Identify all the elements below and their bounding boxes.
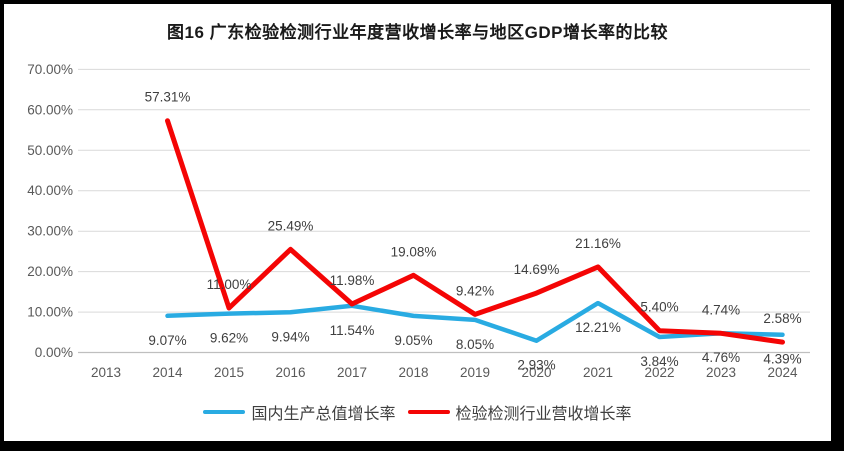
data-label-industry: 2.58% [763,311,801,326]
legend-swatch-gdp [203,409,246,415]
x-axis-year-label: 2021 [583,365,613,380]
data-label-industry: 5.40% [640,300,678,315]
data-label-gdp: 9.94% [271,329,309,344]
legend-item-industry: 检验检测行业营收增长率 [407,400,632,424]
data-label-industry: 57.31% [145,90,191,105]
x-axis-year-label: 2023 [706,365,736,380]
data-label-gdp: 2.93% [517,358,555,373]
data-label-gdp: 4.76% [702,350,740,365]
data-label-gdp: 12.21% [575,320,621,335]
x-axis-year-label: 2018 [398,365,428,380]
legend-swatch-industry [407,409,450,415]
y-axis-tick-label: 20.00% [27,264,73,279]
data-label-gdp: 3.84% [640,354,678,369]
data-label-industry: 19.08% [391,244,437,259]
chart-legend: 国内生产总值增长率 检验检测行业营收增长率 [4,401,831,423]
y-axis-tick-label: 40.00% [27,183,73,198]
x-axis-year-label: 2017 [337,365,367,380]
y-axis-tick-label: 10.00% [27,305,73,320]
y-axis-tick-label: 60.00% [27,102,73,117]
chart-canvas: 图16 广东检验检测行业年度营收增长率与地区GDP增长率的比较 0.00% 10.… [4,4,831,441]
data-label-gdp: 11.54% [330,323,375,338]
data-label-gdp: 9.07% [148,333,186,348]
legend-item-gdp: 国内生产总值增长率 [203,400,396,424]
x-axis-year-label: 2022 [644,365,674,380]
data-label-gdp: 4.39% [763,352,801,367]
x-axis-year-label: 2019 [460,365,490,380]
x-axis-year-label: 2015 [214,365,244,380]
x-axis-year-label: 2024 [767,365,798,380]
y-axis-tick-label: 30.00% [27,224,73,239]
x-axis-year-label: 2014 [152,365,183,380]
data-label-industry: 11.98% [330,273,375,288]
data-label-industry: 14.69% [514,262,560,277]
data-label-industry: 9.42% [456,283,494,298]
data-label-gdp: 9.05% [394,333,432,348]
data-label-industry: 21.16% [575,236,621,251]
x-axis-year-label: 2016 [275,365,305,380]
y-axis-tick-label: 50.00% [27,143,73,158]
x-axis-year-label: 2013 [91,365,121,380]
chart-title: 图16 广东检验检测行业年度营收增长率与地区GDP增长率的比较 [167,23,668,42]
data-label-industry: 11.00% [207,277,252,292]
series-line-gdp [165,300,785,343]
legend-label: 检验检测行业营收增长率 [455,406,632,423]
series-line-industry [165,118,785,345]
data-label-gdp: 8.05% [456,337,494,352]
line-chart-plot: 0.00% 10.00% 20.00% 30.00% 40.00% 50.00% 60.00… [27,62,810,380]
x-axis-year-label: 2020 [521,365,551,380]
y-axis-tick-label: 0.00% [35,345,73,360]
legend-label: 国内生产总值增长率 [251,406,396,423]
data-label-industry: 25.49% [268,218,314,233]
y-axis-tick-label: 70.00% [27,62,73,77]
data-label-industry: 4.74% [702,302,740,317]
data-label-gdp: 9.62% [210,331,248,346]
